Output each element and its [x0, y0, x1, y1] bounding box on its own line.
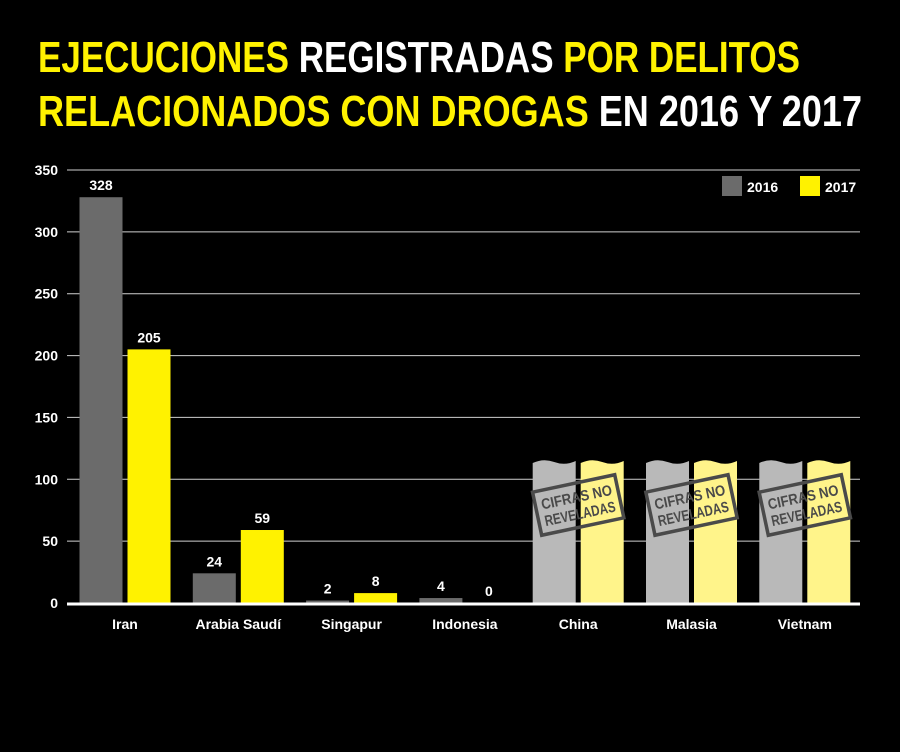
data-label: 328: [89, 177, 113, 193]
y-tick-label: 350: [35, 162, 59, 178]
bar: [419, 598, 463, 603]
y-tick-label: 250: [35, 286, 59, 302]
legend-item: 2016: [722, 176, 778, 196]
y-tick-label: 50: [42, 533, 58, 549]
y-tick-label: 150: [35, 409, 59, 425]
category-group: 24 59 Arabia Saudí: [192, 510, 284, 632]
bar-undisclosed: [807, 460, 851, 603]
category-group: 328 205 Iran: [79, 177, 171, 632]
legend-label: 2016: [747, 179, 778, 195]
data-label: 24: [207, 553, 223, 569]
bars: 328 205 Iran 24 59 Arabia Saudí 2 8 Singapur 4 0 In…: [67, 177, 860, 632]
bar: [306, 600, 350, 603]
data-label: 0: [485, 583, 493, 599]
x-tick-label: Iran: [112, 616, 138, 632]
data-label: 2: [324, 581, 332, 597]
y-tick-label: 0: [50, 595, 58, 611]
chart-title-line-2: RELACIONADOS CON DROGAS EN 2016 Y 2017: [38, 87, 862, 136]
bar-undisclosed: [694, 460, 737, 603]
title-part: EJECUCIONES: [38, 33, 289, 82]
title-part: RELACIONADOS CON DROGAS: [38, 87, 589, 136]
legend-item: 2017: [800, 176, 856, 196]
data-label: 59: [255, 510, 271, 526]
data-label: 205: [137, 329, 161, 345]
data-label: 8: [372, 573, 380, 589]
bar: [240, 530, 284, 603]
title-part: EN 2016 Y 2017: [589, 87, 862, 136]
x-tick-label: Singapur: [321, 616, 382, 632]
x-tick-label: Malasia: [666, 616, 717, 632]
y-tick-label: 300: [35, 224, 59, 240]
bar-undisclosed: [580, 460, 624, 603]
x-tick-label: China: [559, 616, 598, 632]
title-part: POR DELITOS: [554, 33, 800, 82]
legend: 2016 2017: [722, 176, 856, 196]
chart-title-line-1: EJECUCIONES REGISTRADAS POR DELITOS: [38, 33, 800, 82]
legend-swatch: [722, 176, 742, 196]
y-tick-label: 100: [35, 471, 59, 487]
bar: [79, 197, 123, 603]
bar: [192, 573, 236, 603]
x-tick-label: Indonesia: [432, 616, 498, 632]
x-tick-label: Arabia Saudí: [196, 616, 283, 632]
legend-swatch: [800, 176, 820, 196]
x-tick-label: Vietnam: [778, 616, 832, 632]
grid: 0 50 100 150 200 250 300 350: [35, 162, 860, 611]
category-group: 4 0 Indonesia: [419, 578, 498, 632]
title-part: REGISTRADAS: [289, 33, 554, 82]
bar: [127, 349, 171, 603]
data-label: 4: [437, 578, 445, 594]
bar: [354, 593, 398, 603]
y-tick-label: 200: [35, 348, 59, 364]
category-group: 2 8 Singapur: [306, 573, 398, 632]
legend-label: 2017: [825, 179, 856, 195]
